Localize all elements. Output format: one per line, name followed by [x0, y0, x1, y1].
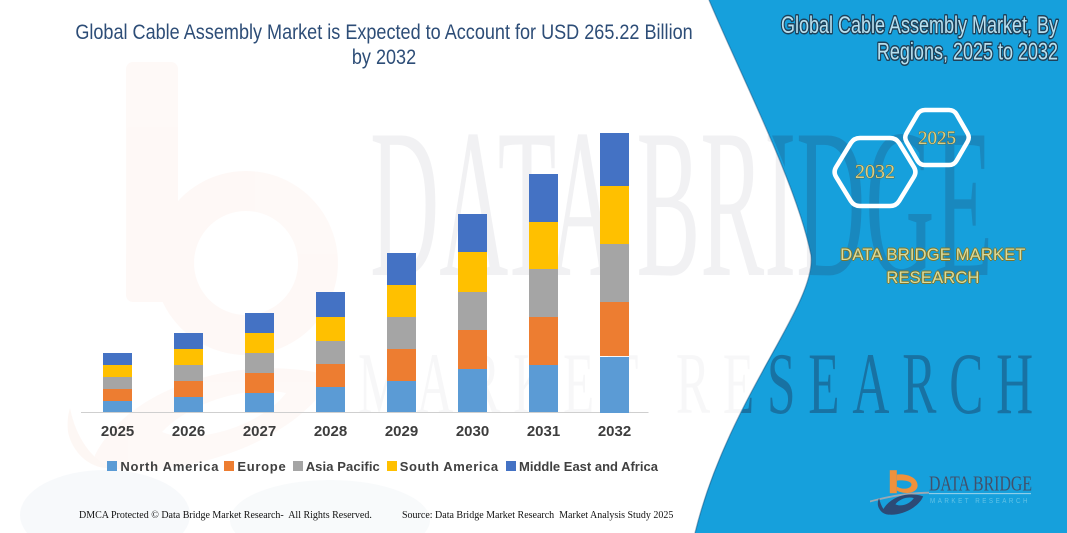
- svg-text:DATA BRIDGE: DATA BRIDGE: [929, 471, 1032, 495]
- svg-text:Global Cable Assembly Market,: Global Cable Assembly Market, By: [781, 13, 1058, 39]
- svg-text:Regions, 2025 to 2032: Regions, 2025 to 2032: [877, 39, 1058, 65]
- svg-text:2032: 2032: [855, 161, 895, 183]
- svg-text:2025: 2025: [918, 128, 956, 149]
- svg-text:MARKET RESEARCH: MARKET RESEARCH: [930, 496, 1030, 505]
